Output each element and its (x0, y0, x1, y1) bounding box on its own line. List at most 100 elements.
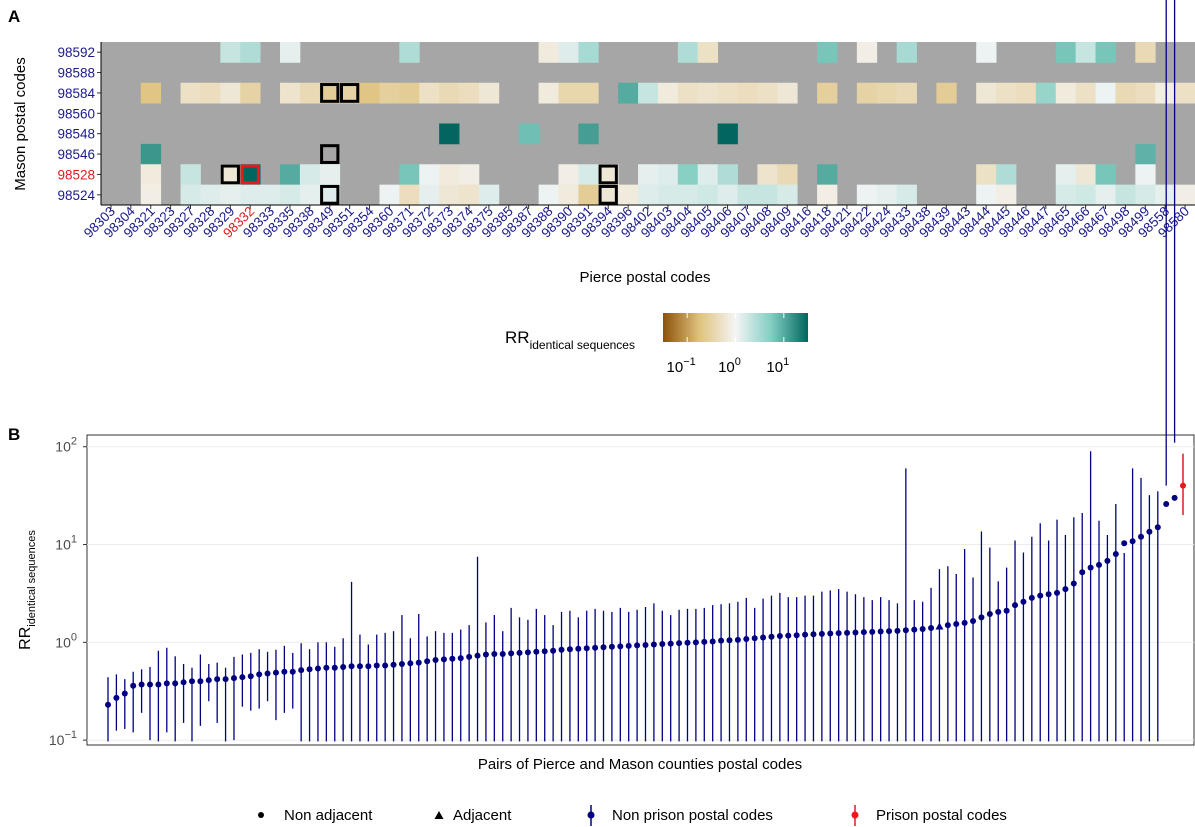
scatter-y-tick-label: 10−1 (49, 729, 77, 748)
rr-point (1171, 494, 1178, 501)
heatmap-cell (1155, 184, 1176, 206)
heatmap-cell (996, 184, 1017, 206)
heatmap-cell (1075, 184, 1096, 206)
heatmap-cell (1155, 82, 1176, 104)
rr-point (163, 680, 170, 687)
rr-point (113, 694, 120, 701)
heatmap-cell (240, 184, 261, 206)
heatmap-cell (439, 82, 460, 104)
rr-point (550, 647, 557, 654)
rr-point (440, 656, 447, 663)
heatmap-cell (697, 164, 719, 186)
heatmap-cell (459, 164, 480, 186)
heatmap-panel: 98592 98588 98584 98560 98548 98546 98528 98524… (57, 42, 1195, 241)
heatmap-cell (1115, 184, 1136, 206)
rr-point (1112, 551, 1119, 558)
heatmap-cell (558, 184, 579, 206)
color-legend-tick-label: 101 (766, 356, 789, 376)
rr-point (130, 682, 137, 689)
heatmap-cell (280, 82, 301, 104)
rr-point (1079, 569, 1086, 576)
rr-point (793, 632, 800, 639)
heatmap-cell (876, 82, 898, 104)
heatmap-cell (399, 164, 420, 186)
rr-point (1146, 528, 1153, 535)
rr-point (558, 646, 565, 653)
rr-point (1037, 592, 1044, 599)
rr-point (256, 671, 263, 678)
heatmap-cell (459, 82, 480, 104)
rr-point (692, 639, 699, 646)
heatmap-cell (319, 184, 341, 206)
rr-point (953, 620, 960, 627)
adjacent-pair-outline (320, 184, 340, 205)
heatmap-cell (618, 82, 639, 104)
heatmap-cell (817, 164, 838, 186)
heatmap-cell (240, 164, 261, 186)
heatmap-cell (1075, 82, 1096, 104)
rr-point (415, 659, 422, 666)
rr-point (1129, 538, 1136, 545)
heatmap-cell (399, 42, 420, 63)
rr-point (911, 626, 918, 633)
heatmap-cell (299, 164, 321, 186)
scatter-marks (105, 0, 1186, 742)
rr-point (239, 674, 246, 681)
heatmap-cell (757, 164, 778, 186)
heatmap-outlines (220, 83, 618, 205)
heatmap-cell (638, 164, 659, 186)
heatmap-cell (817, 42, 838, 63)
rr-point (1121, 540, 1128, 547)
rr-point (617, 643, 624, 650)
legend-non-prison-dot (587, 811, 595, 819)
heatmap-cell (717, 184, 738, 206)
heatmap-cell (478, 184, 500, 206)
rr-point (331, 664, 338, 671)
rr-point (768, 633, 775, 640)
rr-point (995, 608, 1002, 615)
heatmap-cell (638, 82, 659, 104)
heatmap-cell (578, 82, 599, 104)
heatmap-cell (976, 184, 997, 206)
rr-point (1045, 591, 1052, 598)
rr-point (264, 670, 271, 677)
heatmap-cell (140, 184, 162, 206)
rr-point (281, 668, 288, 675)
heatmap-cell (439, 184, 460, 206)
rr-point (869, 628, 876, 635)
heatmap-cell (657, 184, 679, 206)
heatmap-cell (140, 164, 162, 186)
scatter-y-tick-label: 101 (55, 534, 77, 553)
rr-point (852, 629, 859, 636)
rr-point (105, 701, 111, 708)
heatmap-cell (757, 82, 778, 104)
rr-point (407, 660, 414, 667)
rr-point (650, 641, 657, 648)
heatmap-cell (280, 164, 301, 186)
heatmap-cell (677, 164, 699, 186)
heatmap-cell (399, 82, 420, 104)
scatter-y-ticks: 10−1 100 101 102 (49, 436, 87, 748)
heatmap-cell (180, 82, 201, 104)
rr-point (508, 650, 515, 657)
heatmap-y-tick-label: 98560 (57, 106, 95, 121)
rr-point (944, 622, 951, 629)
heatmap-y-tick-label: 98584 (57, 86, 95, 101)
rr-point (970, 618, 977, 625)
rr-point (608, 643, 615, 650)
heatmap-cell (180, 164, 201, 186)
rr-point (424, 658, 431, 665)
panel-a-label: A (8, 7, 20, 26)
adjacent-pair-outline (220, 164, 240, 185)
rr-point (197, 678, 204, 685)
prison-rr-point (1180, 482, 1186, 489)
legend-non-adjacent-label: Non adjacent (284, 807, 373, 824)
heatmap-cell (1055, 164, 1077, 186)
rr-point (1012, 602, 1019, 609)
rr-point (432, 656, 439, 663)
rr-point (1003, 607, 1010, 614)
rr-point (466, 653, 473, 660)
heatmap-cell (200, 184, 221, 206)
rr-point (121, 690, 128, 697)
